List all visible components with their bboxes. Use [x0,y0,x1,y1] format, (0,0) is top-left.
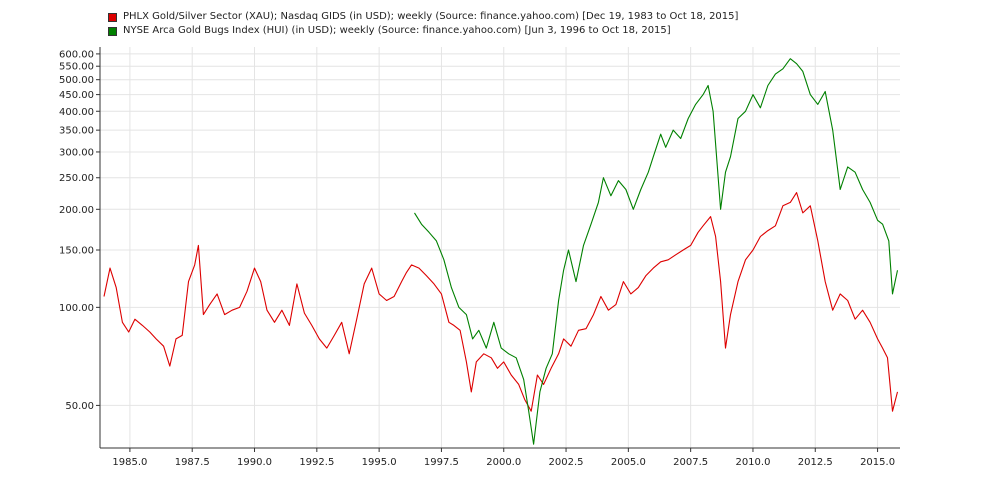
x-tick-label: 1992.5 [299,457,334,468]
y-tick-label: 200.00 [59,205,94,216]
y-tick-label: 300.00 [59,147,94,158]
x-tick-label: 1995.0 [362,457,397,468]
y-tick-label: 550.00 [59,62,94,73]
x-tick-label: 1990.0 [237,457,272,468]
legend-label-xau: PHLX Gold/Silver Sector (XAU); Nasdaq GI… [123,11,739,22]
legend-label-hui: NYSE Arca Gold Bugs Index (HUI) (in USD)… [123,25,671,36]
x-tick-label: 2012.5 [798,457,833,468]
x-tick-label: 2010.0 [735,457,770,468]
x-tick-label: 1987.5 [175,457,210,468]
x-tick-label: 2005.0 [611,457,646,468]
x-tick-label: 2000.0 [486,457,521,468]
y-tick-label: 450.00 [59,90,94,101]
x-tick-label: 2002.5 [549,457,584,468]
y-tick-label: 150.00 [59,246,94,257]
y-tick-label: 500.00 [59,75,94,86]
x-tick-label: 2015.0 [860,457,895,468]
x-tick-label: 1997.5 [424,457,459,468]
y-tick-label: 350.00 [59,126,94,137]
legend: PHLX Gold/Silver Sector (XAU); Nasdaq GI… [108,10,738,38]
y-tick-label: 50.00 [65,401,94,412]
x-tick-label: 2007.5 [673,457,708,468]
series-line-hui [414,58,899,445]
legend-swatch-xau [108,12,117,22]
y-tick-label: 600.00 [59,49,94,60]
x-tick-label: 1985.0 [112,457,147,468]
legend-swatch-hui [108,26,117,36]
y-tick-label: 250.00 [59,173,94,184]
legend-item-hui[interactable]: NYSE Arca Gold Bugs Index (HUI) (in USD)… [108,24,738,38]
y-tick-label: 100.00 [59,303,94,314]
legend-item-xau[interactable]: PHLX Gold/Silver Sector (XAU); Nasdaq GI… [108,10,738,24]
series-line-xau [103,192,899,412]
y-tick-label: 400.00 [59,107,94,118]
